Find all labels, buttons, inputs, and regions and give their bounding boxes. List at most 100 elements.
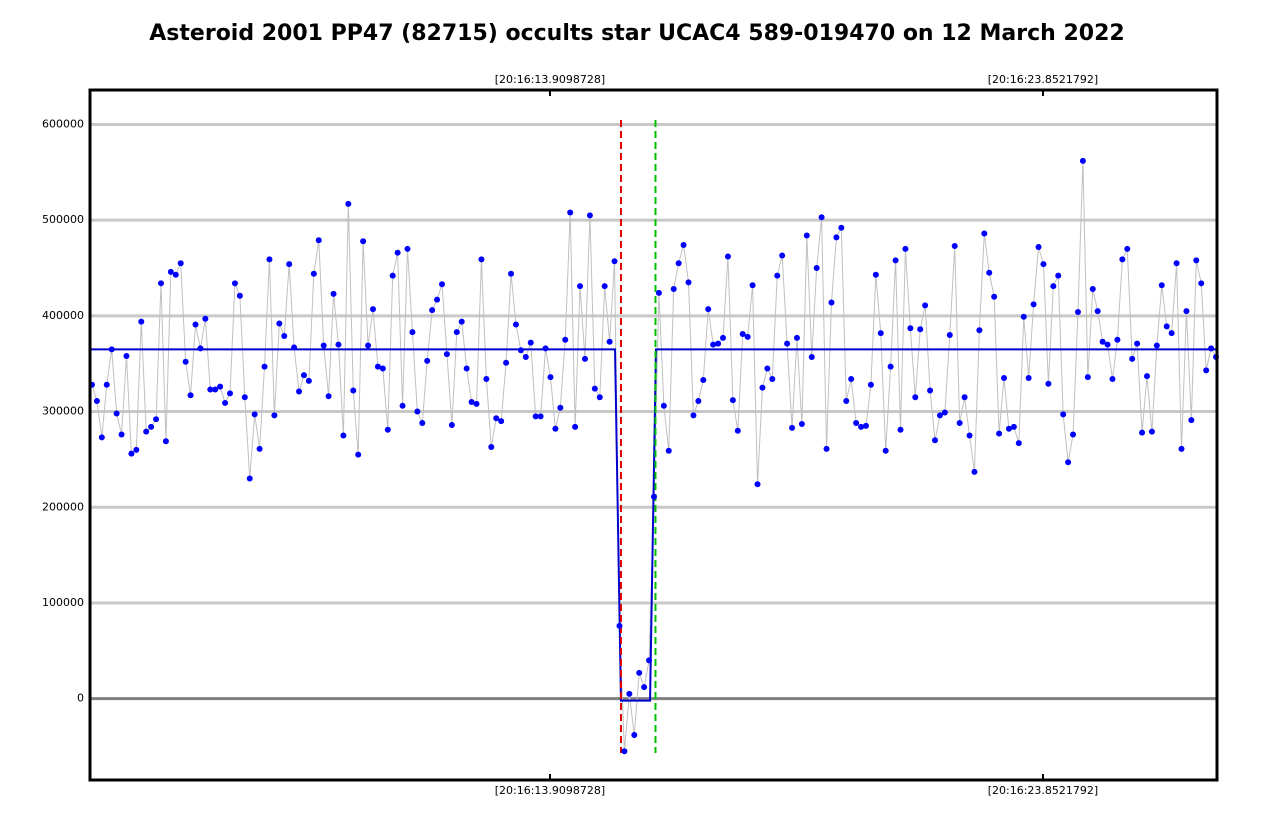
- data-point: [1035, 243, 1042, 250]
- data-point: [1203, 367, 1210, 374]
- data-point: [266, 256, 273, 263]
- data-point: [646, 657, 653, 664]
- data-point: [1060, 411, 1067, 418]
- data-point: [434, 296, 441, 303]
- data-point: [665, 447, 672, 454]
- data-point: [439, 281, 446, 288]
- data-point: [1070, 431, 1077, 438]
- data-point: [700, 376, 707, 383]
- data-point: [217, 383, 224, 390]
- data-point: [872, 271, 879, 278]
- data-point: [345, 200, 352, 207]
- data-point: [424, 357, 431, 364]
- data-point: [1040, 261, 1047, 268]
- data-point: [1055, 272, 1062, 279]
- data-point: [927, 387, 934, 394]
- data-point: [202, 315, 209, 322]
- data-point: [271, 412, 278, 419]
- data-point: [715, 340, 722, 347]
- data-point: [1030, 301, 1037, 308]
- data-point: [207, 386, 214, 393]
- data-point: [1168, 330, 1175, 337]
- data-point: [601, 283, 608, 290]
- data-point: [374, 363, 381, 370]
- data-point: [1005, 425, 1012, 432]
- data-point: [789, 424, 796, 431]
- y-tick-label: 300000: [42, 405, 84, 418]
- data-point: [941, 409, 948, 416]
- data-point: [1193, 257, 1200, 264]
- data-point: [453, 329, 460, 336]
- data-point: [641, 684, 648, 691]
- data-point: [552, 425, 559, 432]
- data-point: [128, 450, 135, 457]
- data-point: [813, 265, 820, 272]
- y-tick-label: 100000: [42, 596, 84, 609]
- data-point: [527, 339, 534, 346]
- data-point: [557, 404, 564, 411]
- data-point: [1173, 260, 1180, 267]
- data-point: [887, 363, 894, 370]
- data-point: [902, 245, 909, 252]
- data-point: [409, 329, 416, 336]
- data-point: [522, 354, 529, 361]
- data-point: [143, 428, 150, 435]
- data-point: [1129, 355, 1136, 362]
- data-point: [976, 327, 983, 334]
- data-point: [660, 402, 667, 409]
- data-point: [912, 394, 919, 401]
- data-point: [774, 272, 781, 279]
- data-point: [1109, 376, 1116, 383]
- data-point: [966, 432, 973, 439]
- data-point: [626, 690, 633, 697]
- data-point: [222, 399, 229, 406]
- data-point: [162, 438, 169, 445]
- data-point: [246, 475, 253, 482]
- data-point: [419, 420, 426, 427]
- data-point: [493, 415, 500, 422]
- data-point: [1010, 423, 1017, 430]
- plot-border: [88, 88, 1219, 782]
- data-point: [1020, 313, 1027, 320]
- data-point: [458, 318, 465, 325]
- data-point: [581, 355, 588, 362]
- data-point: [517, 347, 524, 354]
- x-tick-label-bottom: [20:16:23.8521792]: [988, 784, 1098, 797]
- data-point: [1094, 308, 1101, 315]
- data-point: [365, 342, 372, 349]
- data-point: [532, 413, 539, 420]
- data-point: [113, 410, 120, 417]
- data-point: [843, 398, 850, 405]
- data-point: [508, 270, 515, 277]
- data-point: [670, 286, 677, 293]
- data-point: [414, 408, 421, 415]
- data-point: [1134, 340, 1141, 347]
- data-point: [1089, 286, 1096, 293]
- data-point: [562, 336, 569, 343]
- data-point: [1153, 342, 1160, 349]
- data-point: [784, 340, 791, 347]
- data-point: [118, 431, 125, 438]
- data-point: [951, 242, 958, 249]
- data-point: [157, 280, 164, 287]
- data-point: [596, 394, 603, 401]
- data-point: [882, 447, 889, 454]
- data-point: [611, 258, 618, 265]
- data-point: [315, 237, 322, 244]
- y-tick-label: 500000: [42, 213, 84, 226]
- data-point: [591, 385, 598, 392]
- data-point: [828, 299, 835, 306]
- x-tick-label-top: [20:16:13.9098728]: [495, 73, 605, 86]
- data-point: [833, 234, 840, 241]
- data-point: [227, 390, 234, 397]
- data-point: [236, 292, 243, 299]
- data-point: [503, 359, 510, 366]
- data-point: [793, 334, 800, 341]
- data-point: [330, 290, 337, 297]
- data-point: [1143, 373, 1150, 380]
- data-point: [1188, 417, 1195, 424]
- data-point: [631, 732, 638, 739]
- plot-area: [90, 90, 1217, 780]
- data-point: [305, 377, 312, 384]
